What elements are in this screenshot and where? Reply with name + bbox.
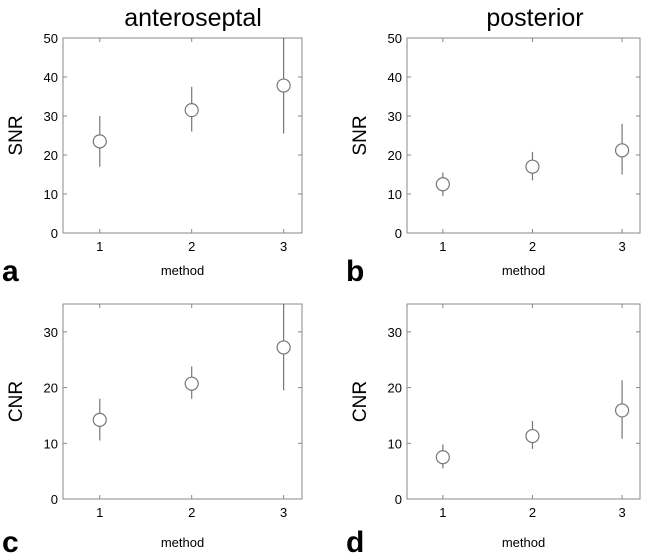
panel-a: 0 10 20 30 40 50 1 2 3 method SNR a	[2, 31, 303, 288]
plot-frame	[62, 303, 303, 500]
x-tick-label: 2	[529, 505, 536, 520]
x-axis-label: method	[502, 263, 545, 278]
y-axis-label: CNR	[6, 381, 27, 422]
column-title-posterior: posterior	[486, 4, 583, 32]
y-tick-label: 30	[44, 325, 58, 340]
panel-d: 0 10 20 30 1 2 3 method CNR d	[346, 303, 641, 555]
x-tick-label: 1	[96, 505, 103, 520]
y-tick-label: 10	[44, 187, 58, 202]
y-axis-label: SNR	[350, 115, 371, 155]
y-tick-label: 10	[388, 187, 402, 202]
y-tick-label: 30	[388, 325, 402, 340]
x-tick-label: 2	[529, 239, 536, 254]
plot-frame	[62, 37, 303, 234]
data-point	[276, 78, 291, 93]
y-tick-label: 30	[44, 109, 58, 124]
column-title-anteroseptal: anteroseptal	[124, 4, 262, 32]
data-point	[184, 376, 199, 391]
x-tick-label: 1	[96, 239, 103, 254]
panel-b: 0 10 20 30 40 50 1 2 3 method SNR b	[346, 31, 641, 288]
y-tick-label: 50	[388, 31, 402, 46]
data-point	[614, 143, 630, 158]
y-tick-label: 40	[44, 70, 58, 85]
y-tick-label: 20	[388, 148, 402, 163]
x-tick-label: 1	[439, 505, 446, 520]
y-tick-label: 0	[51, 226, 58, 241]
x-tick-label: 1	[439, 239, 446, 254]
y-tick-label: 20	[44, 148, 58, 163]
y-tick-label: 0	[51, 492, 58, 507]
data-point	[435, 450, 450, 465]
y-tick-label: 50	[44, 31, 58, 46]
data-point	[614, 403, 630, 418]
y-tick-label: 20	[44, 381, 58, 396]
panel-letter: a	[2, 255, 19, 288]
x-tick-label: 3	[280, 505, 287, 520]
data-point	[435, 177, 450, 192]
panel-c: 0 10 20 30 1 2 3 method CNR c	[2, 303, 303, 555]
x-tick-label: 2	[188, 239, 195, 254]
x-tick-label: 3	[280, 239, 287, 254]
data-point	[276, 340, 291, 355]
panel-letter: b	[346, 255, 364, 288]
data-point	[92, 412, 107, 427]
x-axis-label: method	[502, 535, 545, 550]
y-tick-label: 0	[395, 492, 402, 507]
panel-letter: d	[346, 526, 364, 555]
x-axis-label: method	[161, 535, 204, 550]
plot-frame	[406, 303, 641, 500]
plot-frame	[406, 37, 641, 234]
y-tick-label: 0	[395, 226, 402, 241]
data-point	[525, 428, 540, 444]
y-axis-label: CNR	[350, 381, 371, 422]
x-axis-label: method	[161, 263, 204, 278]
panel-letter: c	[2, 526, 19, 555]
x-tick-label: 2	[188, 505, 195, 520]
y-tick-label: 10	[388, 436, 402, 451]
y-axis-label: SNR	[6, 115, 27, 155]
y-tick-label: 20	[388, 381, 402, 396]
data-point	[184, 103, 199, 118]
y-tick-label: 10	[44, 436, 58, 451]
data-point	[525, 159, 540, 174]
x-tick-label: 3	[618, 505, 625, 520]
y-tick-label: 30	[388, 109, 402, 124]
data-point	[92, 134, 107, 149]
x-tick-label: 3	[618, 239, 625, 254]
y-tick-label: 40	[388, 70, 402, 85]
